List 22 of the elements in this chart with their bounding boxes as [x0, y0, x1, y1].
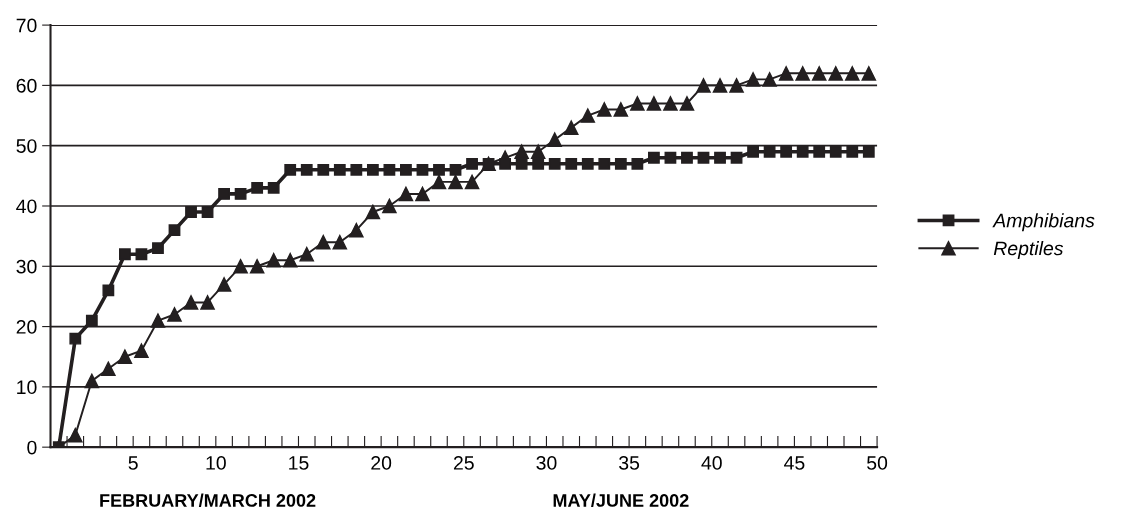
x-tick-label: 5	[128, 456, 138, 470]
y-tick-label: 60	[16, 78, 37, 93]
y-tick-label: 70	[16, 18, 37, 33]
y-tick-label: 0	[27, 440, 37, 455]
legend-label: Amphibians	[992, 213, 1095, 232]
y-tick-label: 50	[16, 139, 37, 153]
x-tick-label: 25	[453, 456, 474, 470]
y-tick-label: 40	[16, 199, 37, 214]
y-tick-label: 20	[16, 320, 37, 334]
y-tick-label: 30	[16, 259, 37, 274]
x-tick-label: 45	[784, 456, 805, 470]
x-tick-label: 40	[701, 456, 722, 470]
x-tick-label: 15	[289, 456, 309, 470]
text: FEBRUARY/MARCH 2002	[100, 493, 316, 508]
y-tick-label: 10	[17, 380, 37, 395]
x-tick-label: 50	[867, 456, 888, 470]
x-tick-label: 10	[206, 456, 226, 470]
x-tick-label: 30	[536, 456, 557, 470]
x-tick-label: 20	[371, 456, 392, 470]
text: MAY/JUNE 2002	[553, 493, 689, 508]
legend-label: Reptiles	[993, 241, 1064, 260]
x-tick-label: 35	[619, 456, 640, 470]
